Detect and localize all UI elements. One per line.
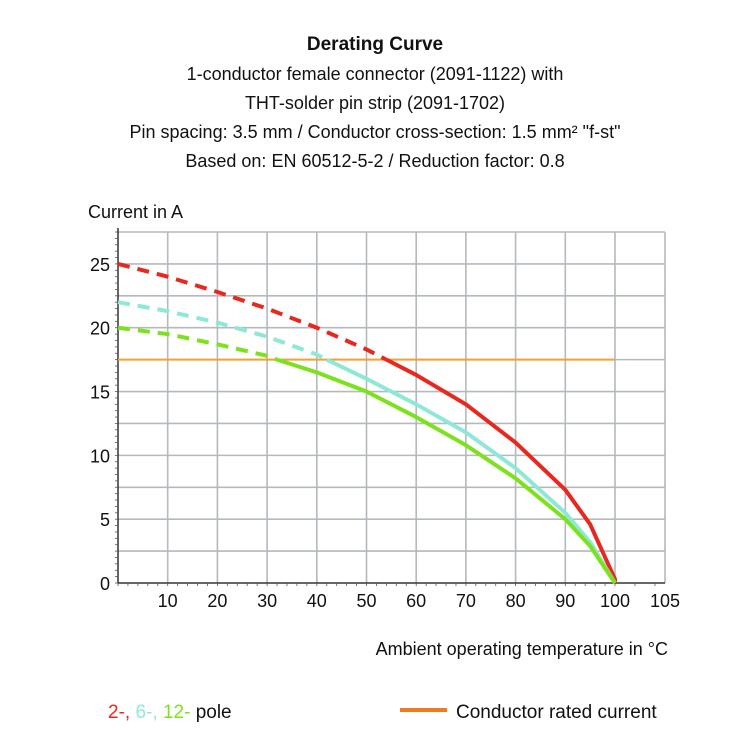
x-axis-label: Ambient operating temperature in °C: [376, 639, 668, 659]
series-0-dashed: [117, 261, 388, 362]
legend-pole-6: 6-,: [135, 702, 157, 723]
legend-pole-2: 2-,: [108, 702, 130, 723]
x-tick-label: 90: [555, 591, 575, 611]
chart-title: Derating Curve: [307, 34, 443, 55]
chart-subtitle-2: THT-solder pin strip (2091-1702): [245, 93, 505, 113]
legend-pole-12: 12-: [163, 702, 190, 723]
series-1-dashed: [117, 300, 328, 362]
legend: 2-, 6-, 12- pole Conductor rated current: [108, 702, 657, 723]
x-tick-label: 100: [600, 591, 630, 611]
chart-subtitle-1: 1-conductor female connector (2091-1122)…: [187, 64, 564, 84]
x-tick-label: 30: [257, 591, 277, 611]
y-tick-label: 20: [90, 319, 110, 339]
y-tick-label: 15: [90, 383, 110, 403]
series-0-solid: [385, 357, 617, 583]
x-tick-label: 10: [158, 591, 178, 611]
series-2-solid: [276, 357, 617, 585]
legend-rated-label: Conductor rated current: [456, 702, 657, 723]
series-1-solid: [325, 357, 617, 585]
x-tick-label: 60: [406, 591, 426, 611]
x-tick-label: 40: [307, 591, 327, 611]
x-tick-label: 70: [456, 591, 476, 611]
y-tick-label: 10: [90, 446, 110, 466]
legend-pole-suffix: pole: [196, 702, 232, 723]
series: [117, 261, 617, 585]
chart-subtitle-4: Based on: EN 60512-5-2 / Reduction facto…: [185, 151, 564, 171]
x-tick-label: 20: [207, 591, 227, 611]
y-tick-label: 25: [90, 255, 110, 275]
chart-subtitle-3: Pin spacing: 3.5 mm / Conductor cross-se…: [130, 122, 621, 142]
y-tick-label: 5: [100, 510, 110, 530]
x-tick-label: 80: [506, 591, 526, 611]
series-2-dashed: [117, 325, 278, 362]
y-tick-label: 0: [100, 574, 110, 594]
y-axis-label: Current in A: [88, 202, 183, 222]
x-tick-label: 50: [356, 591, 376, 611]
legend-poles: 2-, 6-, 12- pole: [108, 702, 232, 723]
axes: 0 5 10 15 20 25 10 20 30 40 50 60 70 80 90 100 105: [90, 228, 680, 611]
x-tick-label: 105: [650, 591, 680, 611]
